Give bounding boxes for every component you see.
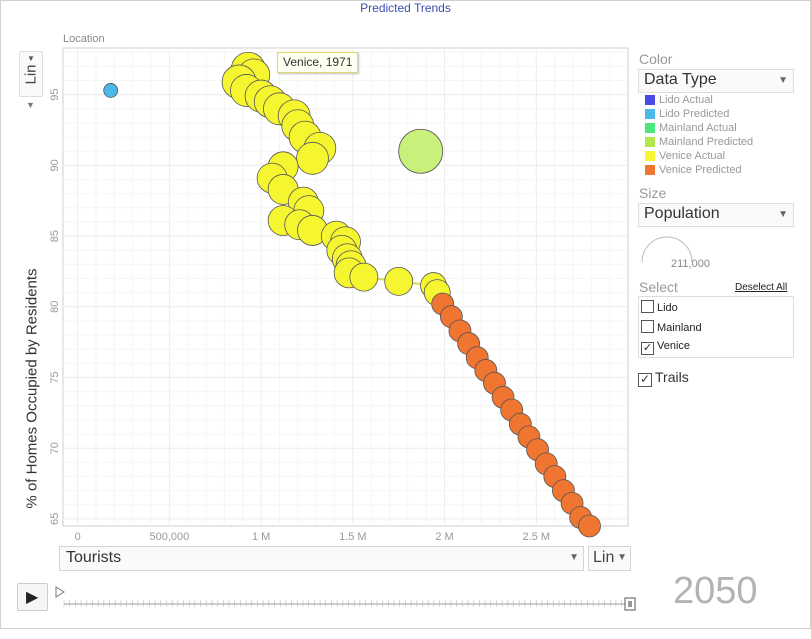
x-variable-selector[interactable]: Tourists ▼: [59, 546, 584, 571]
x-tick-label: 2 M: [435, 531, 453, 543]
data-point[interactable]: [349, 262, 379, 292]
legend-item[interactable]: Venice Actual: [645, 149, 753, 163]
y-tick-label: 85: [49, 230, 61, 242]
data-point[interactable]: [578, 514, 601, 538]
chevron-down-icon: ▼: [778, 75, 788, 86]
select-item[interactable]: Lido: [641, 300, 678, 314]
location-label: Location: [63, 33, 105, 45]
legend-swatch: [645, 123, 655, 133]
x-tick-label: 1 M: [252, 531, 270, 543]
legend-swatch: [645, 137, 655, 147]
y-tick-label: 70: [49, 442, 61, 454]
legend-swatch: [645, 109, 655, 119]
x-tick-label: 1.5 M: [339, 531, 367, 543]
chevron-down-icon: ▼: [569, 552, 579, 563]
select-checkbox[interactable]: [641, 320, 654, 333]
select-item-label: Lido: [657, 302, 678, 314]
legend-label: Lido Predicted: [659, 108, 730, 120]
slider-start-marker[interactable]: [55, 586, 65, 598]
trails-toggle[interactable]: ✓ Trails: [638, 369, 689, 387]
legend-label: Venice Actual: [659, 150, 726, 162]
chevron-down-icon: ▼: [617, 552, 627, 563]
current-year: 2050: [673, 570, 758, 612]
size-dropdown[interactable]: Population ▼: [638, 203, 794, 227]
size-legend-value: 211,000: [671, 258, 710, 270]
legend-swatch: [645, 165, 655, 175]
time-slider[interactable]: [50, 583, 640, 613]
x-tick-label: 2.5 M: [523, 531, 551, 543]
legend-item[interactable]: Lido Actual: [645, 93, 753, 107]
select-heading: Select: [639, 279, 678, 295]
y-tick-label: 65: [49, 513, 61, 525]
color-heading: Color: [639, 51, 673, 67]
select-item[interactable]: ✓ Venice: [641, 340, 690, 355]
select-item[interactable]: Mainland: [641, 320, 702, 334]
play-button[interactable]: ▶: [17, 583, 48, 611]
legend-item[interactable]: Lido Predicted: [645, 107, 753, 121]
x-scale-selector[interactable]: Lin ▼: [588, 546, 631, 571]
legend-item[interactable]: Mainland Actual: [645, 121, 753, 135]
legend-swatch: [645, 95, 655, 105]
color-legend: Lido Actual Lido Predicted Mainland Actual…: [645, 93, 753, 177]
legend-item[interactable]: Venice Predicted: [645, 163, 753, 177]
size-legend-arc: [641, 236, 693, 263]
slider-handle[interactable]: [624, 597, 636, 611]
data-point[interactable]: [398, 128, 444, 174]
data-point[interactable]: [103, 83, 119, 98]
chart-title-link[interactable]: Predicted Trends: [360, 1, 451, 15]
y-axis-menu-icon[interactable]: ▼: [26, 100, 35, 110]
trails-label: Trails: [655, 369, 689, 385]
legend-label: Venice Predicted: [659, 164, 742, 176]
size-dropdown-value: Population: [644, 205, 720, 222]
select-item-label: Venice: [657, 340, 691, 352]
x-variable-label: Tourists: [66, 549, 122, 566]
y-scale-selector[interactable]: ▼ Lin: [19, 51, 43, 97]
deselect-all-link[interactable]: Deselect All: [735, 282, 788, 293]
legend-label: Lido Actual: [659, 94, 713, 106]
legend-item[interactable]: Mainland Predicted: [645, 135, 753, 149]
x-tick-label: 500,000: [150, 531, 190, 543]
point-tooltip: Venice, 1971: [277, 52, 359, 73]
data-point[interactable]: [384, 266, 414, 296]
select-list: Lido Mainland ✓ Venice: [638, 296, 794, 358]
chevron-down-icon: ▼: [778, 209, 788, 220]
y-tick-label: 75: [49, 371, 61, 383]
y-tick-label: 80: [49, 301, 61, 313]
legend-label: Mainland Predicted: [659, 136, 754, 148]
data-point[interactable]: [296, 141, 329, 175]
x-scale-label: Lin: [593, 549, 615, 566]
size-heading: Size: [639, 185, 667, 201]
legend-label: Mainland Actual: [659, 122, 737, 134]
play-icon: ▶: [26, 589, 39, 606]
y-tick-label: 90: [49, 159, 61, 171]
select-checkbox[interactable]: ✓: [641, 342, 654, 355]
trails-checkbox[interactable]: ✓: [638, 372, 652, 387]
y-tick-label: 95: [49, 89, 61, 101]
color-dropdown[interactable]: Data Type ▼: [638, 69, 794, 93]
legend-swatch: [645, 151, 655, 161]
select-checkbox[interactable]: [641, 300, 654, 313]
color-dropdown-value: Data Type: [644, 71, 717, 88]
select-item-label: Mainland: [657, 322, 702, 334]
x-tick-label: 0: [75, 531, 81, 543]
y-scale-arrow-icon: ▼: [27, 54, 35, 63]
